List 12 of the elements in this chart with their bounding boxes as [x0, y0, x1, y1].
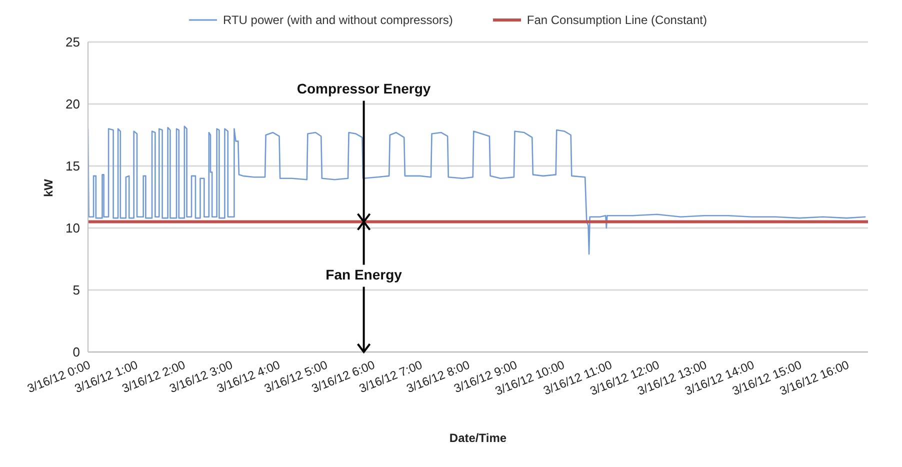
y-tick-label: 10 [66, 220, 80, 236]
annotation: Compressor Energy [296, 80, 431, 97]
y-tick-label: 5 [72, 282, 80, 298]
y-tick-label: 20 [66, 96, 80, 112]
y-axis-title: kW [41, 178, 56, 197]
legend-label: Fan Consumption Line (Constant) [526, 13, 707, 27]
y-tick-label: 0 [72, 344, 80, 360]
legend-label: RTU power (with and without compressors) [223, 13, 453, 27]
y-tick-label: 25 [66, 34, 80, 50]
x-axis-title: Date/Time [449, 431, 507, 445]
y-tick-label: 15 [66, 158, 80, 174]
annotation: Fan Energy [326, 266, 402, 283]
